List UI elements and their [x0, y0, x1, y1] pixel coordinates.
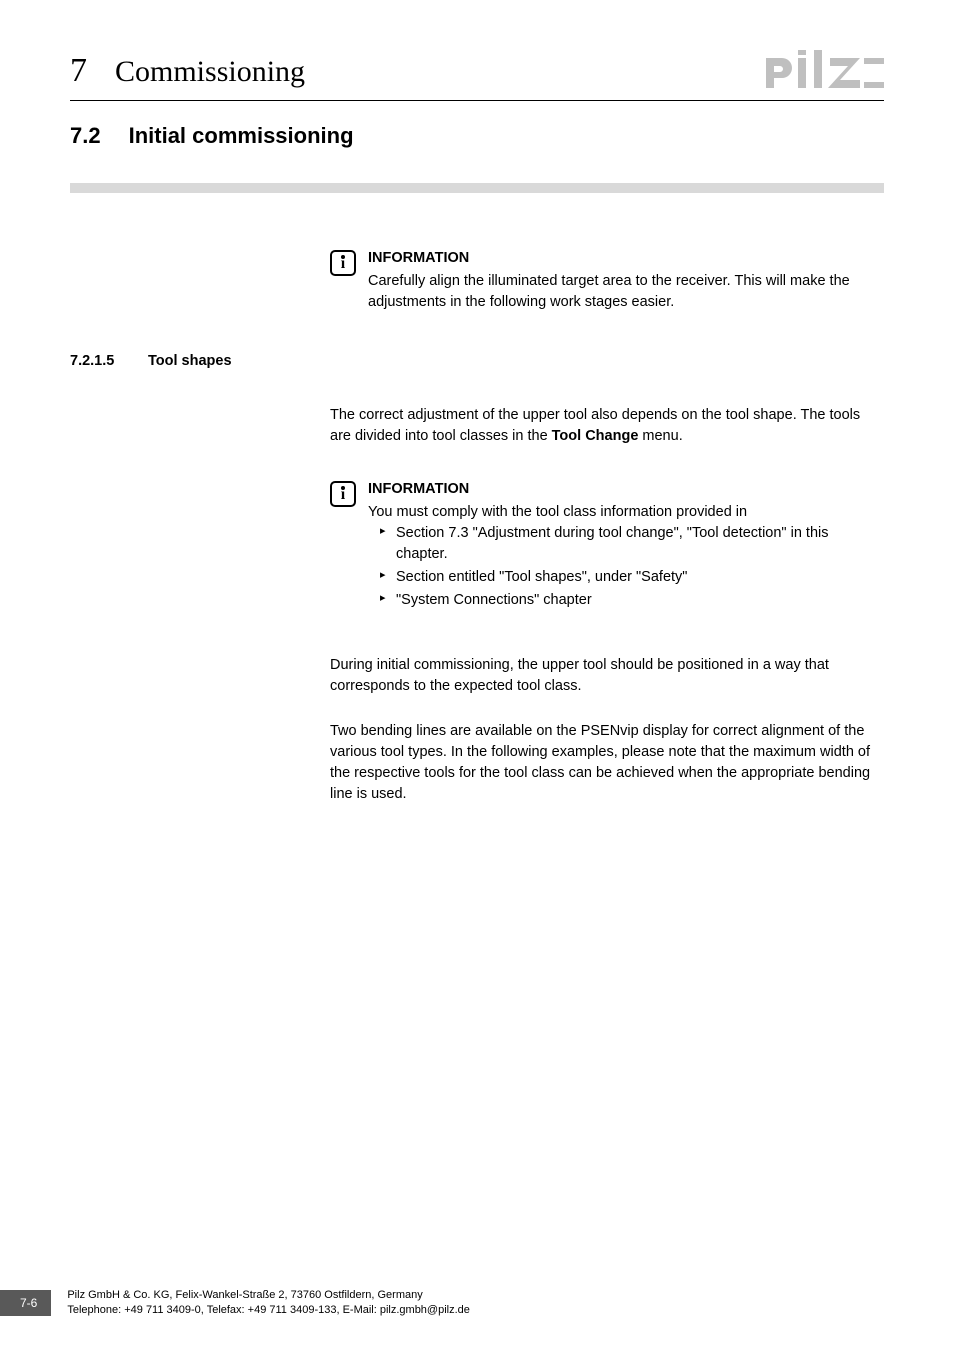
header-left: 7 Commissioning: [70, 52, 305, 90]
info-heading-1: INFORMATION: [368, 248, 884, 269]
footer-line1: Pilz GmbH & Co. KG, Felix-Wankel-Straße …: [67, 1288, 470, 1303]
divider-bar: [70, 183, 884, 193]
info-text-1: INFORMATION Carefully align the illumina…: [368, 248, 884, 313]
info-text-2: INFORMATION You must comply with the too…: [368, 479, 884, 613]
paragraph-1: The correct adjustment of the upper tool…: [330, 405, 884, 447]
page-header: 7 Commissioning: [70, 50, 884, 101]
subsection-heading: 7.2.1.5 Tool shapes: [70, 353, 884, 369]
info2-bullets: Section 7.3 "Adjustment during tool chan…: [368, 523, 884, 611]
subsection-title: Tool shapes: [148, 353, 232, 369]
bullet-item: Section entitled "Tool shapes", under "S…: [382, 567, 884, 588]
chapter-number: 7: [70, 52, 87, 90]
info-icon: ı: [330, 481, 356, 507]
subsection-number: 7.2.1.5: [70, 353, 130, 369]
info2-lead: You must comply with the tool class info…: [368, 502, 884, 523]
paragraph-2: During initial commissioning, the upper …: [330, 655, 884, 697]
section-title: Initial commissioning: [129, 123, 354, 149]
page-number: 7-6: [0, 1290, 51, 1316]
footer-text: Pilz GmbH & Co. KG, Felix-Wankel-Straße …: [67, 1288, 470, 1318]
info-heading-2: INFORMATION: [368, 479, 884, 500]
section-heading: 7.2 Initial commissioning: [70, 123, 884, 183]
pilz-logo: [764, 50, 884, 92]
info-block-1: ı INFORMATION Carefully align the illumi…: [330, 248, 884, 313]
info-block-2: ı INFORMATION You must comply with the t…: [330, 479, 884, 613]
info-body-1: Carefully align the illuminated target a…: [368, 271, 884, 313]
paragraph-3: Two bending lines are available on the P…: [330, 721, 884, 805]
footer-line2: Telephone: +49 711 3409-0, Telefax: +49 …: [67, 1303, 470, 1318]
section-number: 7.2: [70, 123, 101, 149]
page-footer: 7-6 Pilz GmbH & Co. KG, Felix-Wankel-Str…: [0, 1288, 954, 1318]
info-icon: ı: [330, 250, 356, 276]
para1-b: menu.: [638, 428, 682, 444]
chapter-title: Commissioning: [115, 55, 305, 89]
bullet-item: Section 7.3 "Adjustment during tool chan…: [382, 523, 884, 565]
bullet-item: "System Connections" chapter: [382, 590, 884, 611]
para1-bold: Tool Change: [552, 428, 639, 444]
